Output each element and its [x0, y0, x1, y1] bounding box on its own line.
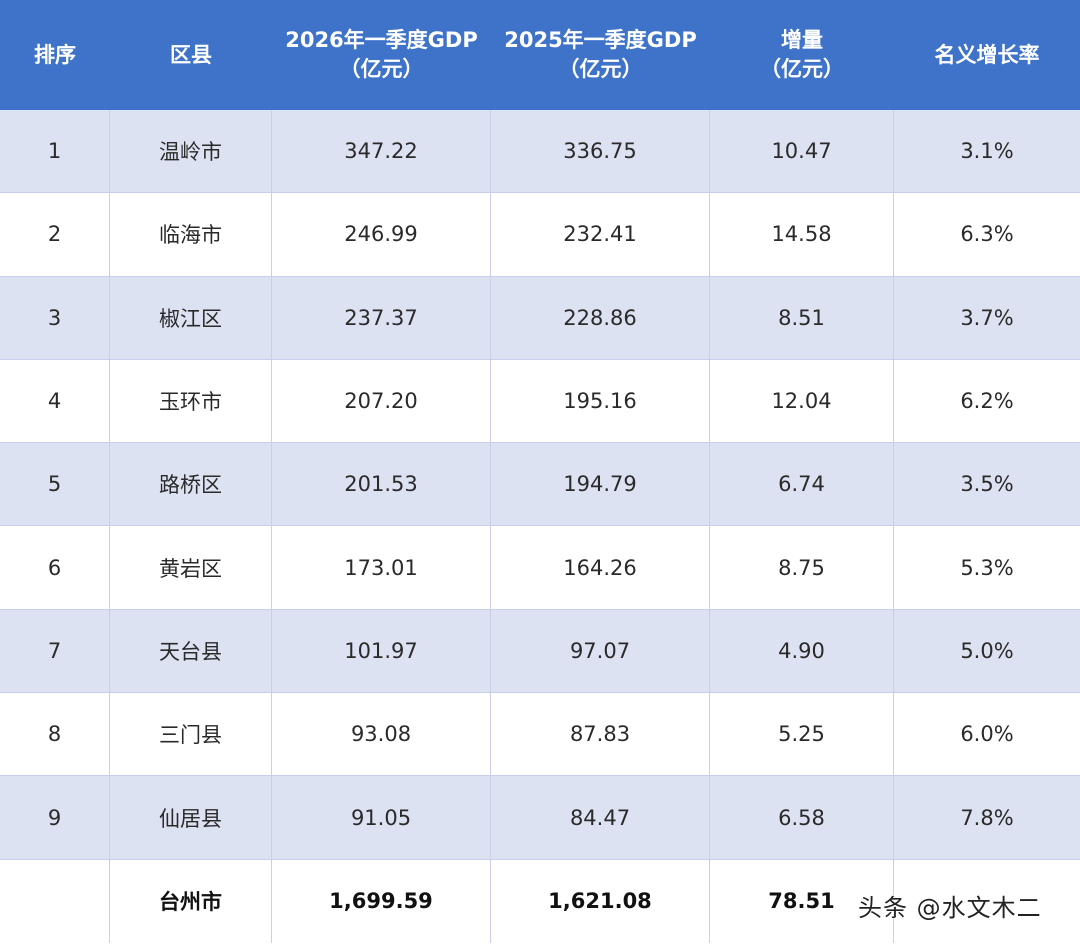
- cell-rank: 3: [0, 276, 110, 359]
- header-rank: 排序: [0, 0, 110, 110]
- header-district-label: 区县: [170, 42, 212, 67]
- table-row: 7 天台县 101.97 97.07 4.90 5.0%: [0, 609, 1080, 694]
- cell-rank: 2: [0, 193, 110, 276]
- header-district: 区县: [110, 0, 272, 110]
- total-rank: [0, 859, 110, 943]
- header-increase-label: 增量: [781, 28, 823, 52]
- cell-gdp-2026: 173.01: [272, 526, 491, 609]
- table-row: 2 临海市 246.99 232.41 14.58 6.3%: [0, 193, 1080, 277]
- cell-increase: 6.58: [710, 776, 894, 859]
- cell-gdp-2025: 97.07: [491, 609, 710, 693]
- cell-district: 黄岩区: [110, 526, 272, 609]
- cell-gdp-2025: 164.26: [491, 526, 710, 609]
- cell-growth: 5.0%: [960, 638, 1014, 663]
- cell-district: 路桥区: [110, 443, 272, 526]
- cell-increase: 10.47: [710, 110, 894, 193]
- table-header: 排序 区县 2026年一季度GDP （亿元） 2025年一季度GDP （亿元） …: [0, 0, 1080, 110]
- cell-growth: 6.2%: [960, 389, 1014, 414]
- header-gdp-2026-unit: （亿元）: [339, 57, 424, 81]
- cell-district: 仙居县: [110, 776, 272, 859]
- cell-rank: 1: [0, 110, 110, 193]
- cell-gdp-2025: 195.16: [491, 359, 710, 443]
- total-increase: 78.51: [710, 859, 894, 943]
- cell-increase: 8.75: [710, 526, 894, 609]
- cell-growth: 3.5%: [960, 472, 1014, 497]
- cell-rank: 9: [0, 776, 110, 859]
- table-row: 4 玉环市 207.20 195.16 12.04 6.2%: [0, 359, 1080, 444]
- cell-gdp-2026: 246.99: [272, 193, 491, 276]
- cell-growth: 3.1%: [960, 139, 1014, 164]
- cell-gdp-2025: 228.86: [491, 276, 710, 359]
- cell-rank: 8: [0, 693, 110, 776]
- total-row: 台州市 1,699.59 1,621.08 78.51: [0, 859, 1080, 943]
- cell-gdp-2026: 201.53: [272, 443, 491, 526]
- total-district: 台州市: [110, 859, 272, 943]
- cell-gdp-2025: 84.47: [491, 776, 710, 859]
- header-increase: 增量 （亿元）: [710, 0, 894, 110]
- cell-gdp-2025: 336.75: [491, 110, 710, 193]
- header-gdp-2026-label: 2026年一季度GDP: [285, 28, 478, 52]
- cell-growth: 3.7%: [960, 305, 1014, 330]
- table-row: 9 仙居县 91.05 84.47 6.58 7.8%: [0, 776, 1080, 860]
- cell-increase: 6.74: [710, 443, 894, 526]
- cell-increase: 5.25: [710, 693, 894, 776]
- header-growth-label: 名义增长率: [934, 42, 1040, 67]
- cell-gdp-2026: 93.08: [272, 693, 491, 776]
- header-increase-unit: （亿元）: [760, 57, 844, 81]
- cell-gdp-2026: 237.37: [272, 276, 491, 359]
- cell-increase: 8.51: [710, 276, 894, 359]
- table-row: 8 三门县 93.08 87.83 5.25 6.0%: [0, 693, 1080, 777]
- cell-gdp-2025: 87.83: [491, 693, 710, 776]
- cell-gdp-2026: 207.20: [272, 359, 491, 443]
- cell-gdp-2025: 194.79: [491, 443, 710, 526]
- header-rank-label: 排序: [34, 42, 76, 67]
- header-gdp-2025-label: 2025年一季度GDP: [504, 28, 697, 52]
- cell-district: 临海市: [110, 193, 272, 276]
- cell-rank: 4: [0, 359, 110, 443]
- cell-rank: 6: [0, 526, 110, 609]
- table-row: 3 椒江区 237.37 228.86 8.51 3.7%: [0, 276, 1080, 360]
- header-gdp-2026: 2026年一季度GDP （亿元）: [272, 0, 491, 110]
- table-row: 5 路桥区 201.53 194.79 6.74 3.5%: [0, 443, 1080, 527]
- total-gdp-2026: 1,699.59: [272, 859, 491, 943]
- cell-growth: 7.8%: [960, 805, 1014, 830]
- total-gdp-2025: 1,621.08: [491, 859, 710, 943]
- cell-increase: 14.58: [710, 193, 894, 276]
- cell-growth: 6.0%: [960, 722, 1014, 747]
- cell-increase: 12.04: [710, 359, 894, 443]
- table-row: 1 温岭市 347.22 336.75 10.47 3.1%: [0, 110, 1080, 194]
- cell-growth: 6.3%: [960, 222, 1014, 247]
- cell-district: 玉环市: [110, 359, 272, 443]
- cell-gdp-2026: 101.97: [272, 609, 491, 693]
- cell-growth: 5.3%: [960, 555, 1014, 580]
- cell-gdp-2026: 91.05: [272, 776, 491, 859]
- header-gdp-2025-unit: （亿元）: [558, 57, 643, 81]
- table-row: 6 黄岩区 173.01 164.26 8.75 5.3%: [0, 526, 1080, 610]
- header-growth: 名义增长率: [894, 0, 1080, 110]
- header-gdp-2025: 2025年一季度GDP （亿元）: [491, 0, 710, 110]
- cell-district: 三门县: [110, 693, 272, 776]
- cell-district: 天台县: [110, 609, 272, 693]
- table-body: 1 温岭市 347.22 336.75 10.47 3.1% 2 临海市 246.99 232.4…: [0, 110, 1080, 860]
- cell-rank: 5: [0, 443, 110, 526]
- cell-district: 椒江区: [110, 276, 272, 359]
- cell-increase: 4.90: [710, 609, 894, 693]
- cell-gdp-2025: 232.41: [491, 193, 710, 276]
- watermark: 头条 @水文木二: [858, 894, 1042, 922]
- cell-gdp-2026: 347.22: [272, 110, 491, 193]
- cell-district: 温岭市: [110, 110, 272, 193]
- cell-rank: 7: [0, 609, 110, 693]
